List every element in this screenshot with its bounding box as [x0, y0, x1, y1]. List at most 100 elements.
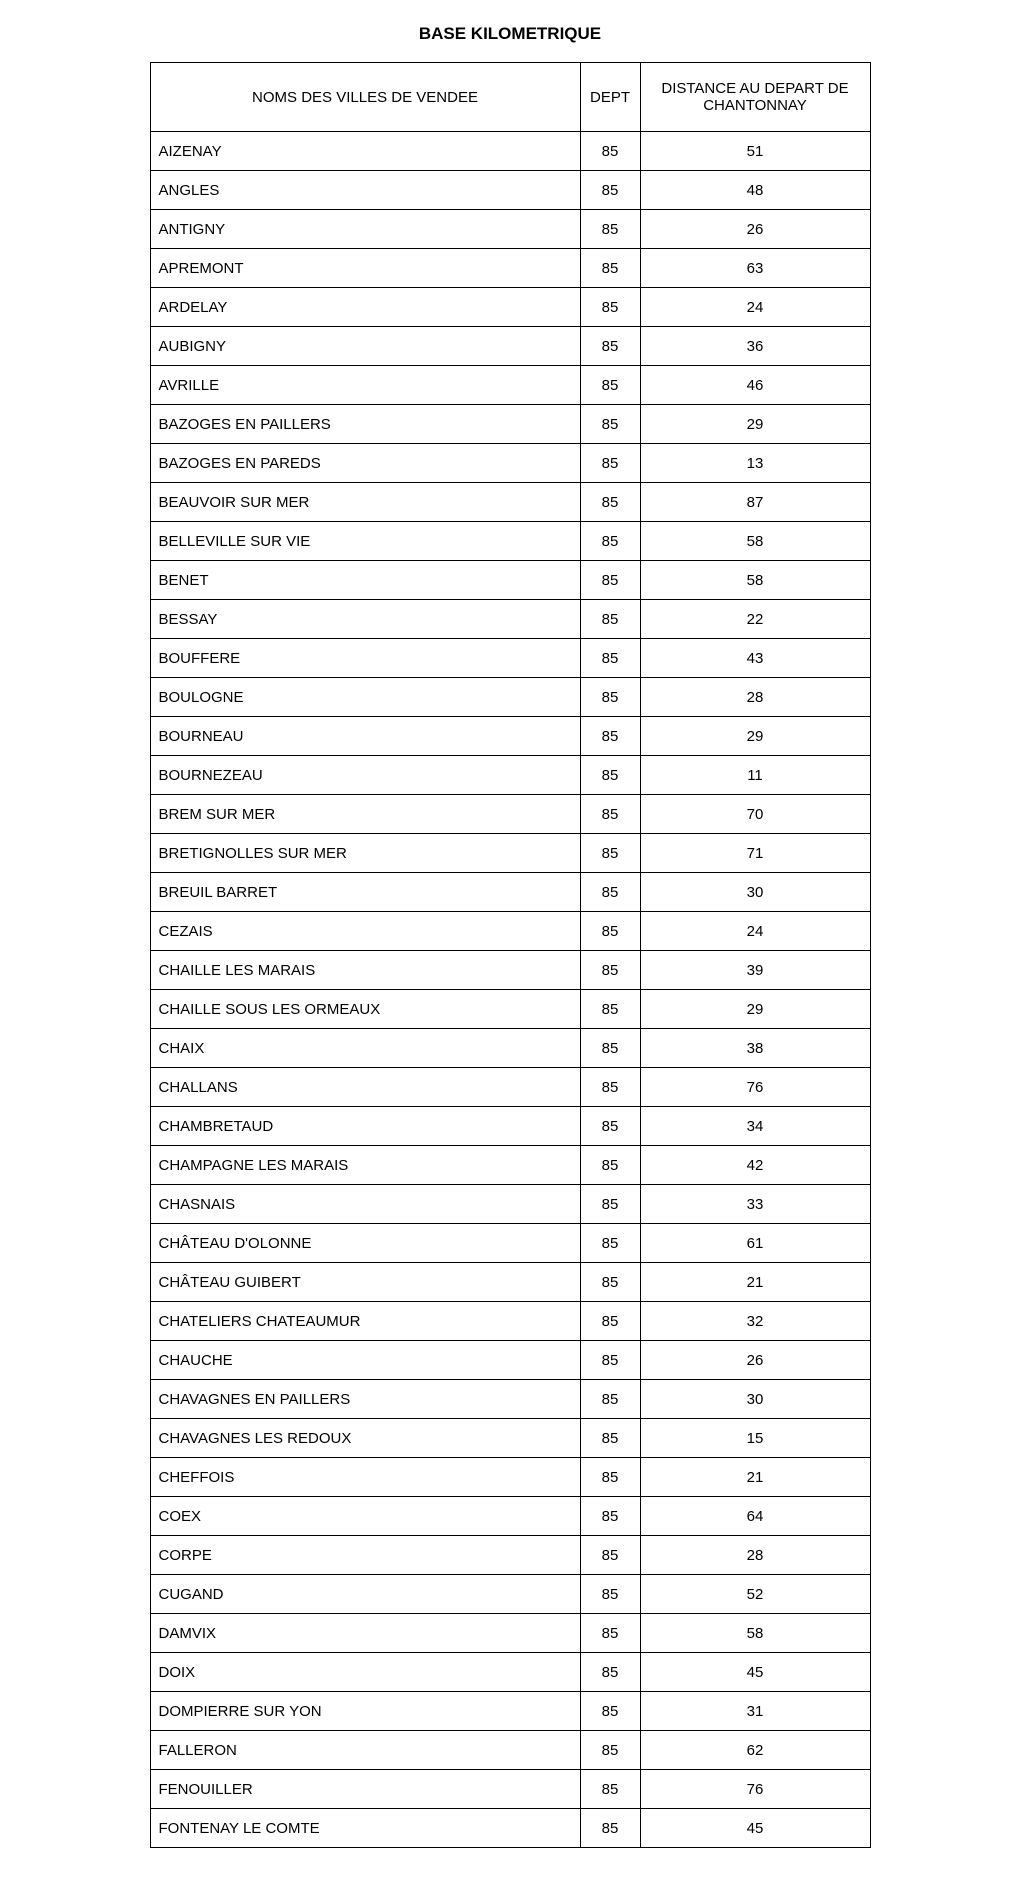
cell-name: BOUFFERE: [150, 639, 580, 678]
cell-distance: 39: [640, 951, 870, 990]
table-row: BEAUVOIR SUR MER8587: [150, 483, 870, 522]
cell-dept: 85: [580, 1731, 640, 1770]
cell-distance: 21: [640, 1263, 870, 1302]
cell-dept: 85: [580, 951, 640, 990]
cell-distance: 30: [640, 1380, 870, 1419]
table-row: BELLEVILLE SUR VIE8558: [150, 522, 870, 561]
table-row: CUGAND8552: [150, 1575, 870, 1614]
cell-distance: 38: [640, 1029, 870, 1068]
cell-distance: 21: [640, 1458, 870, 1497]
cell-name: BENET: [150, 561, 580, 600]
table-row: FONTENAY LE COMTE8545: [150, 1809, 870, 1848]
cell-name: BREUIL BARRET: [150, 873, 580, 912]
cell-name: CHAMBRETAUD: [150, 1107, 580, 1146]
table-row: BREUIL BARRET8530: [150, 873, 870, 912]
cell-distance: 29: [640, 990, 870, 1029]
table-row: CHAVAGNES LES REDOUX8515: [150, 1419, 870, 1458]
cell-distance: 32: [640, 1302, 870, 1341]
cell-name: BOULOGNE: [150, 678, 580, 717]
cell-name: FENOUILLER: [150, 1770, 580, 1809]
cell-dept: 85: [580, 288, 640, 327]
col-header-dept: DEPT: [580, 63, 640, 132]
table-row: CHAUCHE8526: [150, 1341, 870, 1380]
cell-name: DAMVIX: [150, 1614, 580, 1653]
cell-dept: 85: [580, 873, 640, 912]
cell-distance: 51: [640, 132, 870, 171]
col-header-distance: DISTANCE AU DEPART DE CHANTONNAY: [640, 63, 870, 132]
table-row: ANTIGNY8526: [150, 210, 870, 249]
cell-name: BOURNEAU: [150, 717, 580, 756]
cell-name: CHAUCHE: [150, 1341, 580, 1380]
table-row: DOIX8545: [150, 1653, 870, 1692]
cell-dept: 85: [580, 756, 640, 795]
cell-distance: 45: [640, 1653, 870, 1692]
cell-distance: 34: [640, 1107, 870, 1146]
cell-name: CUGAND: [150, 1575, 580, 1614]
table-row: BRETIGNOLLES SUR MER8571: [150, 834, 870, 873]
cell-dept: 85: [580, 249, 640, 288]
table-row: CHATELIERS CHATEAUMUR8532: [150, 1302, 870, 1341]
cell-dept: 85: [580, 1302, 640, 1341]
cell-distance: 33: [640, 1185, 870, 1224]
table-row: DAMVIX8558: [150, 1614, 870, 1653]
table-row: AIZENAY8551: [150, 132, 870, 171]
cell-dept: 85: [580, 639, 640, 678]
cell-dept: 85: [580, 1224, 640, 1263]
cell-distance: 28: [640, 1536, 870, 1575]
cell-distance: 24: [640, 912, 870, 951]
cell-name: AUBIGNY: [150, 327, 580, 366]
cell-dept: 85: [580, 171, 640, 210]
cell-dept: 85: [580, 561, 640, 600]
cell-name: CHAVAGNES LES REDOUX: [150, 1419, 580, 1458]
table-row: AVRILLE8546: [150, 366, 870, 405]
cell-dept: 85: [580, 210, 640, 249]
page: BASE KILOMETRIQUE NOMS DES VILLES DE VEN…: [0, 0, 1020, 1888]
cell-distance: 52: [640, 1575, 870, 1614]
page-title: BASE KILOMETRIQUE: [0, 24, 1020, 44]
cell-dept: 85: [580, 327, 640, 366]
cell-name: FONTENAY LE COMTE: [150, 1809, 580, 1848]
cell-distance: 15: [640, 1419, 870, 1458]
cell-dept: 85: [580, 678, 640, 717]
cell-name: BREM SUR MER: [150, 795, 580, 834]
cell-dept: 85: [580, 1809, 640, 1848]
table-row: CHAMPAGNE LES MARAIS8542: [150, 1146, 870, 1185]
cell-dept: 85: [580, 1497, 640, 1536]
cell-distance: 29: [640, 405, 870, 444]
cell-distance: 26: [640, 1341, 870, 1380]
cell-distance: 58: [640, 1614, 870, 1653]
cell-dept: 85: [580, 444, 640, 483]
table-row: CHAVAGNES EN PAILLERS8530: [150, 1380, 870, 1419]
table-header: NOMS DES VILLES DE VENDEE DEPT DISTANCE …: [150, 63, 870, 132]
cell-distance: 29: [640, 717, 870, 756]
col-header-name: NOMS DES VILLES DE VENDEE: [150, 63, 580, 132]
table-row: CHAIX8538: [150, 1029, 870, 1068]
cell-name: BEAUVOIR SUR MER: [150, 483, 580, 522]
cell-distance: 76: [640, 1068, 870, 1107]
cell-name: CHAILLE LES MARAIS: [150, 951, 580, 990]
table-row: CHAMBRETAUD8534: [150, 1107, 870, 1146]
cell-dept: 85: [580, 405, 640, 444]
cell-dept: 85: [580, 1692, 640, 1731]
cell-name: BAZOGES EN PAREDS: [150, 444, 580, 483]
table-row: CHAILLE LES MARAIS8539: [150, 951, 870, 990]
cell-dept: 85: [580, 1653, 640, 1692]
table-row: DOMPIERRE SUR YON8531: [150, 1692, 870, 1731]
cell-distance: 46: [640, 366, 870, 405]
table-body: AIZENAY8551ANGLES8548ANTIGNY8526APREMONT…: [150, 132, 870, 1848]
cell-distance: 26: [640, 210, 870, 249]
cell-name: FALLERON: [150, 1731, 580, 1770]
table-row: BOULOGNE8528: [150, 678, 870, 717]
cell-distance: 63: [640, 249, 870, 288]
table-row: FALLERON8562: [150, 1731, 870, 1770]
cell-dept: 85: [580, 1536, 640, 1575]
cell-dept: 85: [580, 522, 640, 561]
cell-distance: 22: [640, 600, 870, 639]
table-row: FENOUILLER8576: [150, 1770, 870, 1809]
table-row: CEZAIS8524: [150, 912, 870, 951]
cell-dept: 85: [580, 1263, 640, 1302]
cell-distance: 42: [640, 1146, 870, 1185]
cell-distance: 64: [640, 1497, 870, 1536]
cell-name: CHATELIERS CHATEAUMUR: [150, 1302, 580, 1341]
cell-distance: 87: [640, 483, 870, 522]
